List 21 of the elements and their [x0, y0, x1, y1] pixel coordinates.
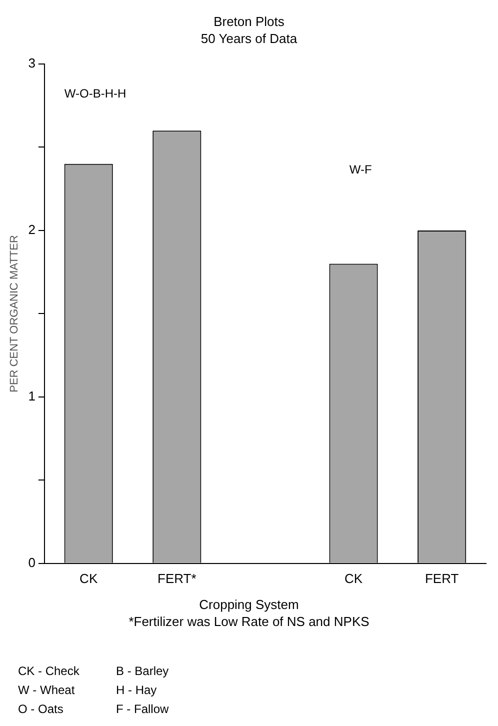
- x-axis-title: Cropping System: [198, 597, 300, 612]
- x-tick-label: FERT: [424, 570, 459, 586]
- annotation: W-O-B-H-H: [64, 86, 126, 100]
- y-tick-label: 3: [28, 56, 36, 71]
- chart-subtitle: 50 Years of Data: [200, 31, 298, 46]
- y-axis-title: PER CENT ORGANIC MATTER: [8, 235, 21, 392]
- y-tick-label: 2: [28, 222, 36, 238]
- x-tick-label: FERT*: [158, 570, 196, 586]
- text: *Fertilizer was Low Rate of NS and NPKS: [128, 614, 370, 629]
- annotation: W-F: [349, 162, 372, 176]
- chart-title: Breton Plots: [212, 14, 286, 29]
- text: H - Hay: [116, 683, 157, 697]
- text: F - Fallow: [116, 702, 169, 716]
- x-tick-label: CK: [80, 570, 98, 586]
- x-tick-label: CK: [344, 570, 363, 586]
- y-tick-label: 0: [28, 554, 36, 570]
- text: O - Oats: [18, 702, 64, 716]
- text: W - Wheat: [18, 683, 75, 697]
- y-tick-label: 1: [28, 388, 36, 404]
- text: B - Barley: [116, 664, 169, 678]
- text: CK - Check: [18, 664, 80, 678]
